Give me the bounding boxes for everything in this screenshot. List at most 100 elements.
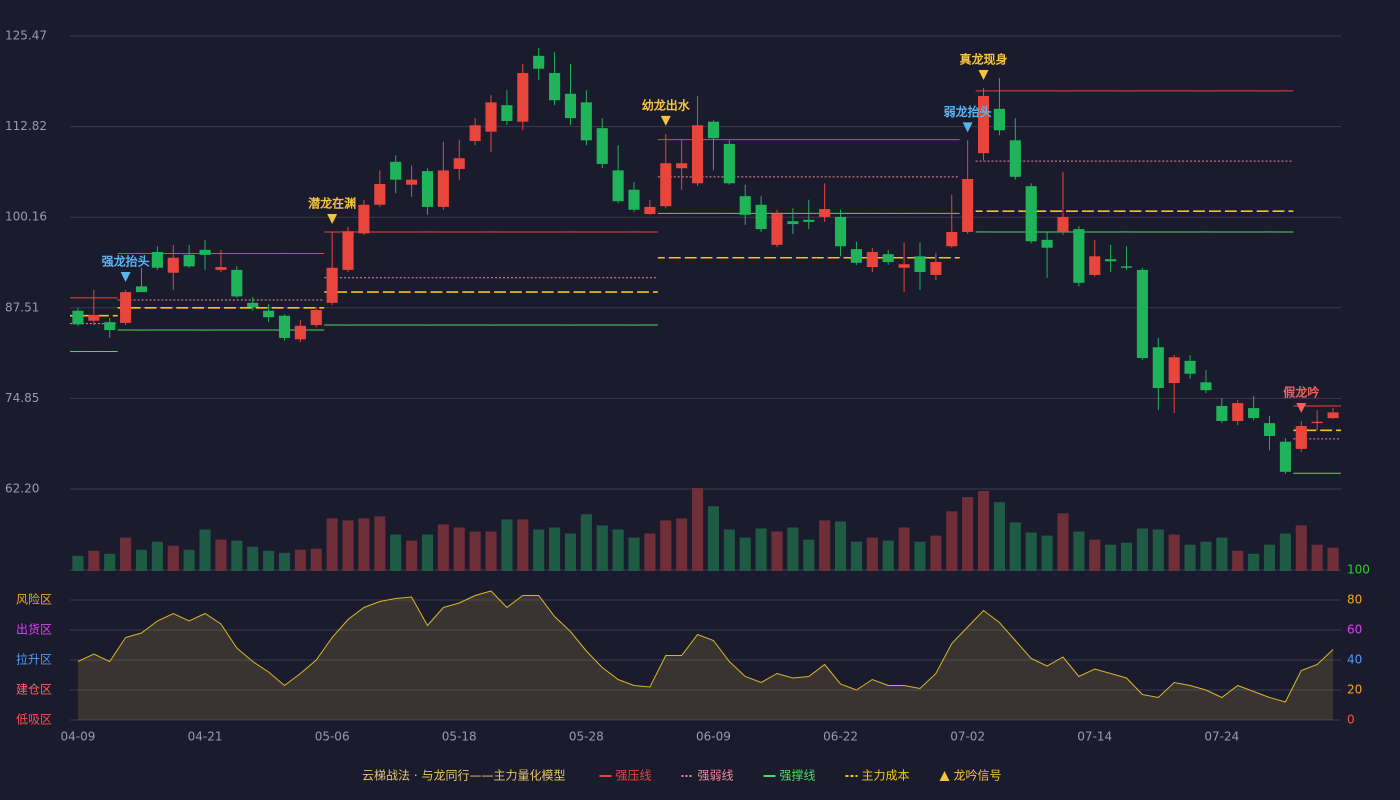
volume-bar xyxy=(342,520,354,571)
y-tick-label: 125.47 xyxy=(5,29,47,43)
volume-bar xyxy=(183,549,195,571)
candle-body xyxy=(1232,403,1244,421)
candle-body xyxy=(1184,360,1196,374)
signal-arrow xyxy=(978,70,989,81)
candle-body xyxy=(866,252,878,268)
candle-body xyxy=(596,128,608,164)
signal-arrow xyxy=(1296,402,1307,413)
candle-body xyxy=(628,189,640,210)
candle-body xyxy=(342,231,354,270)
volume-bar xyxy=(1311,544,1323,571)
candle-body xyxy=(564,93,577,119)
volume-bar xyxy=(501,519,513,571)
volume-bar xyxy=(1200,541,1212,571)
volume-bar xyxy=(1120,542,1133,571)
y-tick-label: 112.82 xyxy=(5,119,47,133)
candle-body xyxy=(549,73,561,101)
candle-body xyxy=(1279,441,1291,472)
indicator-area xyxy=(77,591,1334,720)
candle-body xyxy=(993,108,1005,131)
candle-body xyxy=(231,269,243,297)
candle-body xyxy=(374,183,386,205)
volume-bar xyxy=(406,540,418,571)
zone-label: 低吸区 xyxy=(16,713,52,727)
volume-bar xyxy=(1073,531,1085,571)
volume-bar xyxy=(453,527,465,571)
candle-body xyxy=(819,209,831,217)
candle-body xyxy=(1057,216,1069,232)
volume-bar xyxy=(199,529,211,571)
candle-body xyxy=(803,219,815,222)
volume-bar xyxy=(596,525,608,571)
volume-bar xyxy=(374,516,386,571)
volume-bar xyxy=(1009,522,1021,571)
volume-bar xyxy=(691,488,704,571)
volume-bar xyxy=(962,497,974,571)
legend-label: 龙吟信号 xyxy=(954,768,1002,783)
volume-bar xyxy=(1248,553,1260,571)
volume-bar xyxy=(549,527,561,571)
volume-bar xyxy=(1152,529,1164,571)
volume-bar xyxy=(866,537,878,571)
candle-body xyxy=(533,55,545,69)
candle-body xyxy=(850,249,862,263)
signal-arrow xyxy=(327,213,338,224)
indicator-line xyxy=(77,590,1334,703)
y-tick-label: 62.20 xyxy=(5,482,39,496)
candle-body xyxy=(1120,266,1133,268)
volume-bar xyxy=(1136,528,1148,571)
candle-body xyxy=(421,171,434,207)
volume-bar xyxy=(1216,537,1228,571)
legend-swatch xyxy=(939,771,950,781)
candle-body xyxy=(453,158,465,169)
candle-body xyxy=(644,206,656,215)
candle-body xyxy=(1200,382,1212,391)
candle-body xyxy=(437,170,449,207)
signal-label: 弱龙抬头 xyxy=(944,104,992,119)
volume-bar xyxy=(580,514,592,571)
candle-body xyxy=(104,322,116,331)
candle-body xyxy=(501,105,513,121)
volume-bar xyxy=(104,553,116,571)
volume-bar xyxy=(1105,544,1117,571)
candle-body xyxy=(1168,357,1180,384)
y2-tick-label: 100 xyxy=(1347,563,1370,577)
candle-body xyxy=(1311,421,1323,424)
signal-label: 假龙吟 xyxy=(1283,384,1319,399)
signal-label: 强龙抬头 xyxy=(102,253,150,268)
candle-body xyxy=(215,267,227,270)
volume-bar xyxy=(88,550,100,571)
candle-body xyxy=(1041,239,1053,248)
volume-bar xyxy=(930,535,942,571)
candle-body xyxy=(691,125,704,184)
volume-bar xyxy=(1263,544,1276,571)
volume-bar xyxy=(263,550,275,571)
volume-bar xyxy=(898,527,910,571)
candle-body xyxy=(898,264,910,268)
volume-bar xyxy=(755,528,767,571)
volume-bar xyxy=(1041,535,1053,571)
y-tick-label: 87.51 xyxy=(5,300,39,314)
candle-body xyxy=(707,121,720,139)
volume-bar xyxy=(1168,534,1180,571)
candle-body xyxy=(120,292,132,323)
volume-bar xyxy=(1089,539,1101,571)
signal-arrow xyxy=(962,122,973,133)
volume-bar xyxy=(135,549,148,571)
volume-bar xyxy=(1184,544,1196,571)
x-tick-label: 07-02 xyxy=(950,730,985,744)
volume-bar xyxy=(72,555,84,571)
x-tick-label: 06-22 xyxy=(823,730,858,744)
candle-body xyxy=(485,102,497,132)
volume-bar xyxy=(247,546,259,571)
x-tick-label: 07-24 xyxy=(1204,730,1239,744)
volume-bar xyxy=(167,545,179,571)
signal-arrow xyxy=(660,115,671,126)
candle-body xyxy=(183,254,195,267)
volume-bar xyxy=(326,518,338,571)
candle-body xyxy=(930,262,942,275)
y2-tick-label: 60 xyxy=(1347,623,1362,637)
x-tick-label: 05-28 xyxy=(569,730,604,744)
volume-bar xyxy=(612,529,624,571)
volume-bar xyxy=(850,541,862,571)
